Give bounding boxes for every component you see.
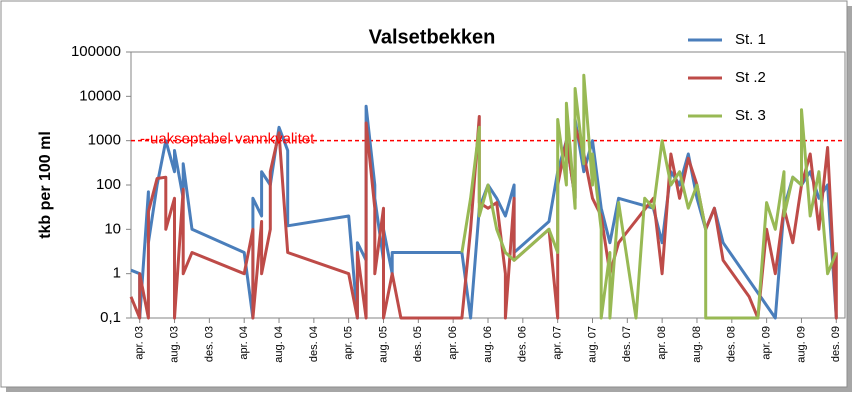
x-tick-label: apr. 06 — [447, 326, 459, 360]
x-tick-label: des. 03 — [203, 326, 215, 362]
chart-title: Valsetbekken — [369, 26, 496, 48]
y-tick-label: 10 — [104, 220, 121, 237]
series-line — [460, 73, 838, 320]
frame — [0, 0, 848, 388]
y-tick-label: 10000 — [79, 87, 121, 104]
x-tick-label: aug. 09 — [795, 326, 807, 363]
threshold-label: --uakseptabel vannkvalitet — [140, 131, 315, 148]
y-tick-label: 1000 — [88, 132, 121, 149]
x-tick-label: des. 07 — [621, 326, 633, 362]
x-tick-label: aug. 08 — [691, 326, 703, 363]
series-line — [129, 115, 838, 320]
y-tick-label: 1 — [113, 265, 121, 282]
series-line — [130, 104, 838, 320]
x-tick-label: aug. 05 — [377, 326, 389, 363]
x-tick-label: des. 08 — [726, 326, 738, 362]
x-tick-label: des. 06 — [517, 326, 529, 362]
x-tick-label: des. 05 — [412, 326, 424, 362]
x-tick-label: aug. 04 — [273, 326, 285, 363]
legend-label: St. 1 — [735, 31, 766, 48]
legend-label: St .2 — [735, 69, 766, 86]
x-tick-label: apr. 09 — [761, 326, 773, 360]
x-tick-label: apr. 05 — [343, 326, 355, 360]
x-tick-label: aug. 06 — [482, 326, 494, 363]
y-tick-label: 100 — [96, 176, 121, 193]
y-tick-label: 100000 — [71, 43, 121, 60]
x-tick-label: apr. 07 — [552, 326, 564, 360]
x-tick-label: apr. 04 — [238, 326, 250, 360]
y-tick-label: 0,1 — [100, 309, 121, 326]
x-tick-label: des. 04 — [308, 326, 320, 362]
legend-label: St. 3 — [735, 107, 766, 124]
x-tick-label: aug. 07 — [586, 326, 598, 363]
x-tick-label: des. 09 — [830, 326, 842, 362]
x-tick-label: aug. 03 — [168, 326, 180, 363]
x-tick-label: apr. 08 — [656, 326, 668, 360]
x-tick-label: apr. 03 — [134, 326, 146, 360]
y-axis-label: tkb per 100 ml — [37, 131, 54, 239]
